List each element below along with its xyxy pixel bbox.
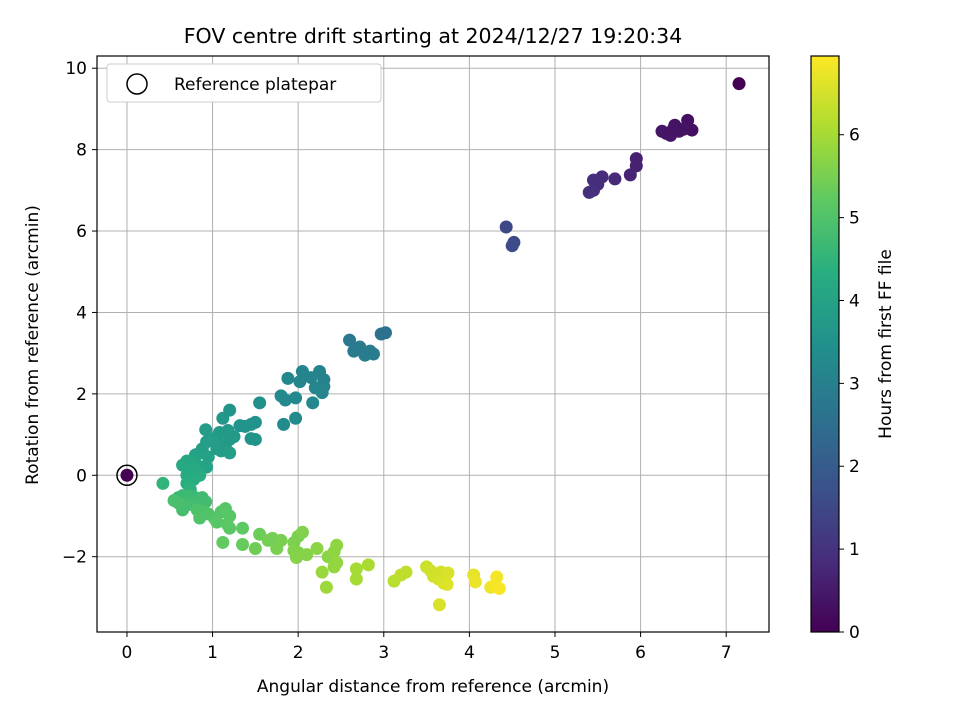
colorbar-tick-label: 0 (849, 623, 860, 643)
data-point (274, 533, 288, 547)
y-tick-label: 10 (65, 59, 87, 79)
grid (97, 56, 769, 632)
data-point (349, 562, 363, 576)
data-point (278, 393, 292, 407)
reference-marker (116, 464, 138, 487)
data-point (361, 558, 375, 572)
y-axis-ticks: −2 0 2 4 6 8 10 (62, 59, 97, 568)
data-point (492, 581, 506, 595)
data-point (330, 538, 344, 552)
data-point (499, 220, 513, 234)
data-point (295, 364, 309, 378)
data-point (327, 560, 341, 574)
data-point (374, 327, 388, 341)
colorbar-tick-label: 5 (849, 209, 860, 229)
data-point (582, 185, 596, 199)
data-point (468, 575, 482, 589)
x-tick-label: 5 (550, 643, 561, 663)
data-points (156, 77, 746, 612)
data-point (655, 124, 669, 138)
y-tick-label: 4 (76, 303, 87, 323)
reference-point-ring (116, 464, 138, 487)
colorbar-tick-label: 3 (849, 374, 860, 394)
x-tick-label: 4 (464, 643, 475, 663)
colorbar: 0 1 2 3 4 5 6 Hours from first FF file (810, 55, 896, 643)
colorbar-tick-label: 2 (849, 457, 860, 477)
data-point (319, 580, 333, 594)
data-point (236, 537, 250, 551)
chart-title: FOV centre drift starting at 2024/12/27 … (184, 24, 683, 48)
x-tick-label: 0 (122, 643, 133, 663)
data-point (188, 462, 202, 476)
y-tick-label: 6 (76, 222, 87, 242)
data-point (440, 577, 454, 591)
reference-point-fill (120, 468, 134, 482)
data-point (216, 535, 230, 549)
data-point (367, 347, 381, 361)
data-point (289, 551, 303, 565)
colorbar-tick-label: 6 (849, 126, 860, 146)
data-point (236, 521, 250, 535)
colorbar-tick-label: 1 (849, 540, 860, 560)
data-point (223, 521, 237, 535)
x-tick-label: 1 (207, 643, 218, 663)
x-tick-label: 6 (635, 643, 646, 663)
data-point (233, 419, 247, 433)
data-point (248, 542, 262, 556)
data-point (608, 172, 622, 186)
x-axis-ticks: 0 1 2 3 4 5 6 7 (122, 632, 732, 663)
legend: Reference platepar (106, 63, 382, 103)
data-point (293, 375, 307, 389)
data-point (289, 391, 303, 405)
data-point (248, 432, 262, 446)
data-point (505, 239, 519, 253)
y-tick-label: −2 (62, 548, 87, 568)
data-point (277, 417, 291, 431)
data-point (310, 542, 324, 556)
data-point (156, 476, 170, 490)
data-point (441, 566, 455, 580)
y-axis-label: Rotation from reference (arcmin) (23, 205, 43, 485)
data-point (623, 168, 637, 182)
x-axis-label: Angular distance from reference (arcmin) (257, 677, 609, 697)
legend-label: Reference platepar (174, 75, 336, 95)
data-point (432, 598, 446, 612)
data-point (732, 77, 746, 91)
colorbar-gradient (810, 55, 840, 633)
data-point (223, 446, 237, 460)
data-point (666, 122, 680, 136)
x-tick-label: 7 (721, 643, 732, 663)
data-point (349, 572, 363, 586)
colorbar-tick-label: 4 (849, 291, 860, 311)
y-tick-label: 0 (76, 466, 87, 486)
data-point (210, 515, 224, 529)
data-point (315, 565, 329, 579)
data-point (216, 411, 230, 425)
legend-box (106, 63, 382, 103)
plot-frame (96, 55, 770, 633)
data-point (253, 396, 267, 410)
data-point (300, 548, 314, 562)
legend-marker (126, 73, 148, 95)
colorbar-label: Hours from first FF file (876, 249, 896, 439)
data-point (308, 381, 322, 395)
y-tick-label: 2 (76, 385, 87, 405)
x-tick-label: 3 (378, 643, 389, 663)
data-point (199, 423, 213, 437)
data-point (289, 411, 303, 425)
data-point (281, 371, 295, 385)
data-point (587, 173, 601, 187)
y-tick-label: 8 (76, 141, 87, 161)
x-tick-label: 2 (293, 643, 304, 663)
data-point (201, 450, 215, 464)
data-point (295, 525, 309, 539)
data-point (306, 396, 320, 410)
colorbar-ticks: 0 1 2 3 4 5 6 (839, 126, 860, 643)
data-point (167, 494, 181, 508)
data-point (399, 565, 413, 579)
data-point (343, 333, 357, 347)
